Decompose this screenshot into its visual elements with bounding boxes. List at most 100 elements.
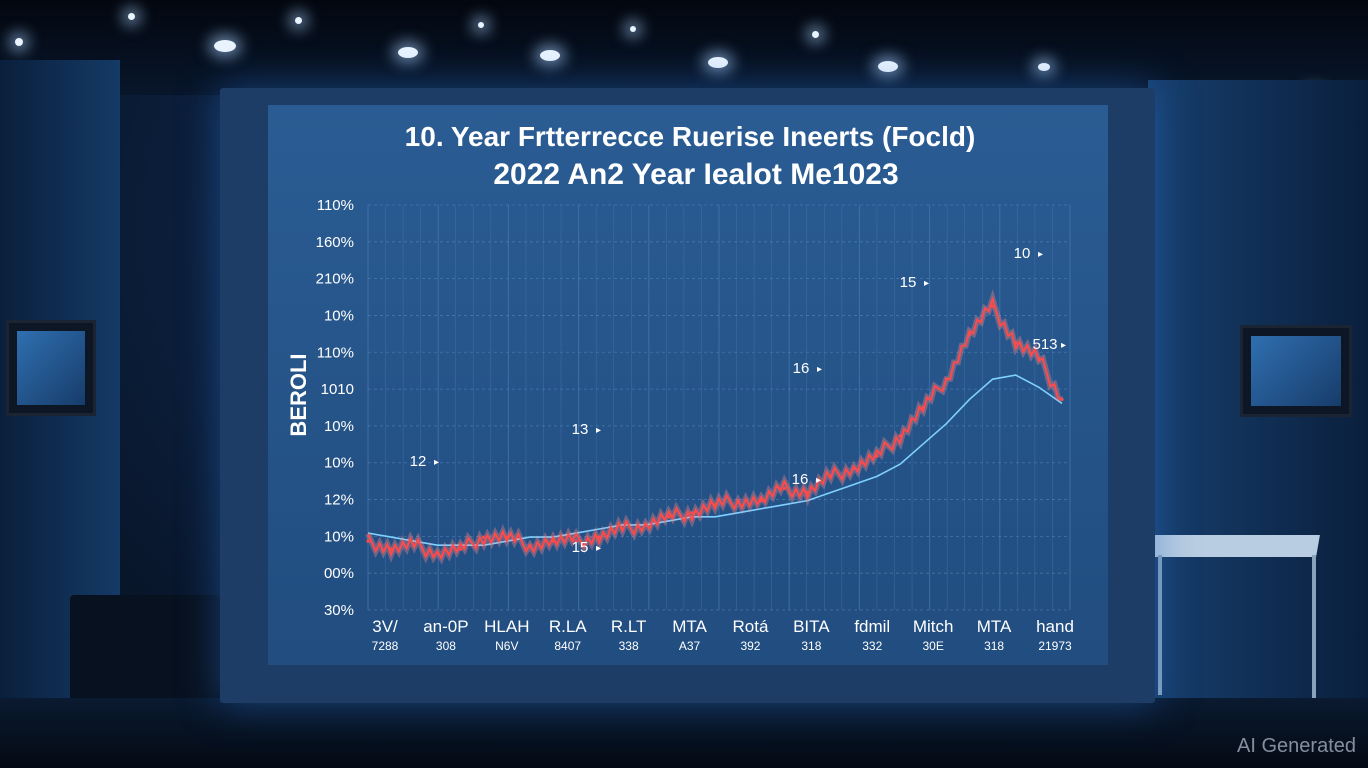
data-point [805, 490, 810, 495]
data-point [574, 539, 578, 543]
spotlight-10 [812, 31, 819, 38]
x-ticks: 3V/an-0P HLAH R.LA R.LT MTA Rotá BITA fdmil Mitc… [372, 617, 1074, 653]
x-tick-label: an-0P [423, 617, 468, 636]
spotlight-6 [478, 22, 484, 28]
data-point [898, 434, 902, 438]
spotlight-5 [398, 47, 418, 58]
floor [0, 698, 1368, 768]
chart-grid [367, 204, 1071, 611]
x-tick-sublabel: 318 [984, 639, 1004, 653]
annotation-label: 16 [792, 471, 809, 488]
y-tick-label: 10% [324, 528, 354, 545]
spotlight-9 [708, 57, 728, 68]
x-tick-sublabel: 308 [436, 639, 456, 653]
spotlight-3 [214, 40, 236, 52]
x-tick-label: MTA [672, 617, 707, 636]
annotation-label: 15 [572, 539, 589, 556]
data-point [1060, 397, 1064, 401]
x-tick-label: HLAH [484, 617, 529, 636]
chart-title-line1: 10. Year Frtterrecce Ruerise Ineerts (Fo… [405, 121, 976, 152]
x-tick-sublabel: 21973 [1038, 639, 1072, 653]
data-point [620, 527, 625, 531]
y-tick-label: 12% [324, 492, 354, 509]
y-tick-label: 10% [324, 418, 354, 435]
data-point [944, 377, 948, 381]
main-series-line [367, 295, 1063, 561]
annotation-arrow-icon: ▸ [434, 457, 439, 468]
x-tick-label: 3V/ [372, 617, 398, 636]
x-tick-sublabel: 332 [862, 639, 882, 653]
data-point [412, 543, 416, 547]
left-monitor-screen [17, 331, 85, 405]
table-leg-right [1312, 555, 1316, 705]
data-point [505, 535, 509, 539]
data-point [736, 499, 740, 503]
data-point [458, 547, 463, 551]
annotation-label: 513 [1032, 336, 1057, 353]
y-tick-label: 110% [317, 197, 354, 214]
data-point [366, 539, 370, 543]
data-point [528, 543, 532, 547]
spotlight-7 [540, 50, 560, 61]
data-point [551, 539, 555, 543]
y-tick-label: 110% [317, 344, 354, 361]
data-point [829, 474, 833, 478]
data-point [690, 511, 694, 515]
left-monitor [6, 320, 96, 416]
annotation-arrow-icon: ▸ [596, 425, 601, 436]
projection-screen [268, 105, 1108, 665]
chart-series [365, 289, 1064, 565]
data-point [759, 499, 763, 503]
x-tick-label: hand [1036, 617, 1074, 636]
bench [70, 595, 220, 705]
data-point [667, 515, 671, 519]
trend-line [367, 374, 1063, 547]
x-tick-sublabel: 392 [740, 639, 760, 653]
data-point [991, 304, 995, 308]
annotation-arrow-icon: ▸ [924, 278, 929, 289]
data-point [435, 551, 439, 555]
data-point [921, 405, 925, 410]
x-tick-sublabel: 7288 [372, 639, 399, 653]
y-ticks: 110% 160% 210% 10% 110% 1010 10% 10% 12% 10% 00% 30… [316, 197, 354, 619]
data-point [389, 547, 393, 551]
x-tick-sublabel: 30E [923, 639, 944, 653]
spotlight-12 [1038, 63, 1050, 71]
spotlight-1 [15, 38, 23, 46]
main-series-glow [365, 289, 1064, 565]
x-tick-sublabel: 8407 [554, 639, 581, 653]
y-tick-label: 30% [324, 602, 354, 619]
data-point [713, 503, 717, 507]
x-tick-sublabel: A37 [679, 639, 701, 653]
annotation-label: 12 [410, 453, 427, 470]
x-tick-label: MTA [977, 617, 1012, 636]
data-point [644, 523, 648, 527]
y-tick-label: 160% [316, 234, 354, 251]
annotation-label: 13 [572, 421, 589, 438]
annotation-label: 10 [1014, 245, 1031, 262]
data-point [482, 535, 486, 539]
spotlight-2 [128, 13, 135, 20]
x-tick-sublabel: N6V [495, 639, 518, 653]
annotation-label: 15 [900, 274, 917, 291]
y-tick-label: 00% [324, 565, 354, 582]
annotation-arrow-icon: ▸ [1038, 249, 1043, 260]
x-tick-sublabel: 338 [619, 639, 639, 653]
annotation-arrow-icon: ▸ [817, 364, 822, 375]
y-tick-label: 1010 [321, 381, 354, 398]
y-tick-label: 210% [316, 271, 354, 288]
annotation-arrow-icon: ▸ [1061, 340, 1066, 351]
spotlight-11 [878, 61, 898, 72]
annotation-arrow-icon: ▸ [816, 475, 821, 486]
x-tick-label: R.LA [549, 617, 587, 636]
x-tick-sublabel: 318 [801, 639, 821, 653]
data-point [875, 454, 879, 458]
data-point [597, 535, 601, 539]
y-tick-label: 10% [324, 307, 354, 324]
chart-title-line2: 2022 An2 Year Iealot Me1023 [493, 158, 898, 191]
x-tick-label: BITA [793, 617, 830, 636]
x-tick-label: R.LT [611, 617, 647, 636]
data-point [1037, 357, 1041, 361]
data-point [967, 333, 972, 337]
